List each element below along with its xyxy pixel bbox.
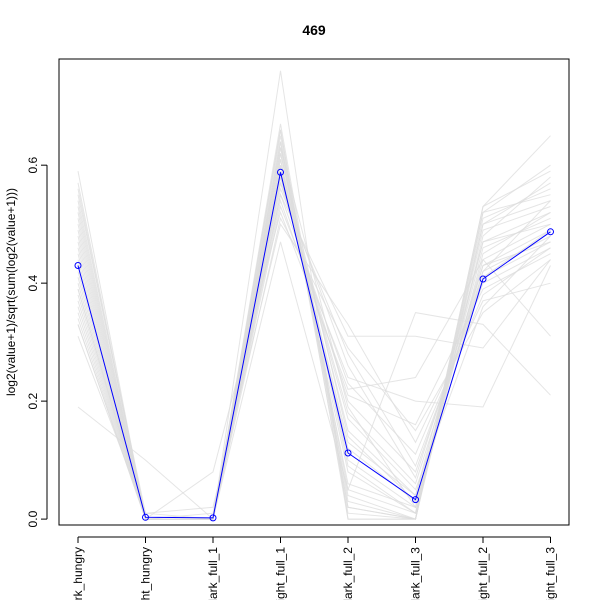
highlight-point-dark_hungry [74,262,82,269]
background-series-line-9 [77,153,551,520]
x-tick-label-light_full_1: light_full_1 [274,547,288,600]
x-tick-label-dark_full_1: dark_full_1 [206,547,220,600]
background-series-line-19 [77,165,551,520]
y-tick-label-3: 0.6 [26,157,40,174]
background-series-line-25 [77,216,551,520]
highlight-series-group [74,168,554,522]
plot-frame [58,58,570,526]
chart-title: 469 [302,22,326,38]
x-axis: dark_hungry light_hungry dark_full_1 light_… [71,536,558,600]
background-series-line-3 [77,129,551,520]
highlight-series-line [77,172,551,519]
y-axis-label: log2(value+1)/sqrt(sum(log2(value+1))) [4,188,18,396]
highlight-point-light_hungry [142,513,149,521]
background-series-line-20 [77,153,551,520]
x-tick-label-dark_hungry: dark_hungry [71,547,85,600]
background-series-line-24 [77,159,551,520]
highlight-point-dark_full_3 [412,496,419,504]
background-series-group [77,70,551,521]
background-series-line-14 [77,159,551,520]
x-tick-label-dark_full_3: dark_full_3 [409,547,423,600]
background-series-line-6 [77,165,551,520]
highlight-point-dark_full_2 [344,449,352,457]
y-tick-label-2: 0.4 [26,274,40,291]
highlight-point-light_full_3 [547,228,554,236]
y-tick-label-1: 0.2 [26,392,40,409]
highlight-point-light_full_1 [277,168,284,176]
x-tick-label-light_full_2: light_full_2 [476,547,490,600]
background-series-line-29 [77,141,551,520]
x-tick-label-light_hungry: light_hungry [139,547,153,600]
y-axis: 0.0 0.2 0.4 0.6 [26,157,48,527]
y-tick-label-0: 0.0 [26,510,40,527]
x-tick-label-dark_full_2: dark_full_2 [341,547,355,600]
highlight-point-light_full_2 [479,275,487,283]
x-tick-label-light_full_3: light_full_3 [544,547,558,600]
highlight-point-dark_full_1 [209,514,217,522]
